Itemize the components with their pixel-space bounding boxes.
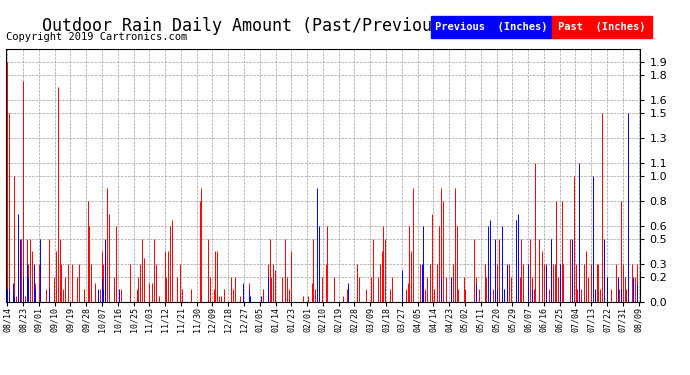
- Text: Outdoor Rain Daily Amount (Past/Previous Year) 20190814: Outdoor Rain Daily Amount (Past/Previous…: [42, 17, 593, 35]
- Text: Copyright 2019 Cartronics.com: Copyright 2019 Cartronics.com: [6, 32, 187, 42]
- Text: Past  (Inches): Past (Inches): [558, 22, 646, 32]
- Text: Previous  (Inches): Previous (Inches): [435, 22, 548, 32]
